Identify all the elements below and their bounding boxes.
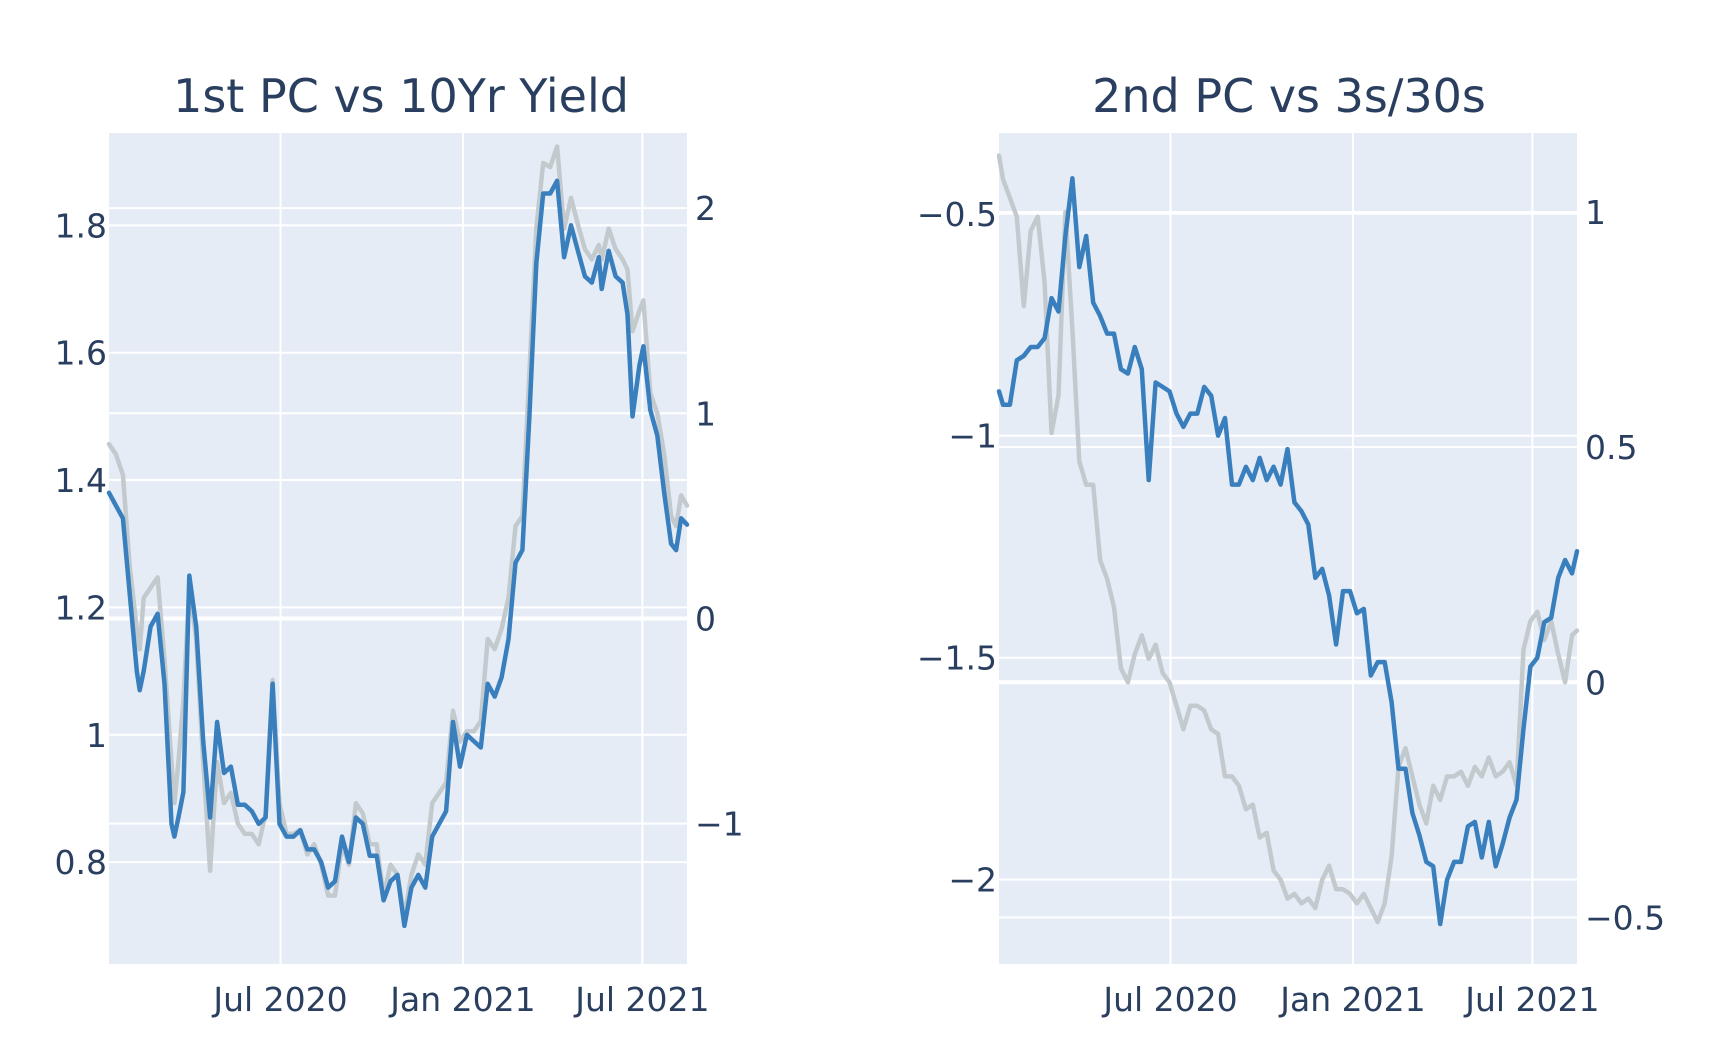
series-3s30s: [996, 153, 1580, 925]
left-y-tick-label: 1: [86, 716, 107, 755]
left-y-tick-label: −0.5: [917, 195, 997, 234]
series-line-secondary: [996, 153, 1580, 925]
left-y-tick-label: 1.6: [55, 334, 107, 373]
right-y-tick-label: 1: [1585, 193, 1606, 232]
right-y-tick-label: 0: [1585, 663, 1606, 702]
left-y-tick-label: 1.4: [55, 461, 107, 500]
left-y-gridlines: [999, 212, 1577, 881]
x-tick-label: Jan 2021: [388, 980, 535, 1019]
chart-panel-pc1: 1st PC vs 10Yr Yield 0.8 1 1.2 1.4 1.6 1.8 −1…: [55, 69, 744, 1019]
chart-panel-pc2: 2nd PC vs 3s/30s −2−1.5−1−0.5 −0.500.51 …: [917, 69, 1665, 1019]
x-tick-labels: Jul 2020 Jan 2021 Jul 2021: [211, 980, 709, 1019]
right-y-tick-label: −0.5: [1585, 898, 1665, 937]
left-y-tick-labels: 0.8 1 1.2 1.4 1.6 1.8: [55, 206, 107, 882]
x-tick-label: Jan 2021: [1278, 980, 1425, 1019]
left-y-tick-label: 1.2: [55, 588, 107, 627]
x-tick-label: Jul 2021: [573, 980, 709, 1019]
series-1st-pc: [106, 178, 690, 929]
x-tick-label: Jul 2020: [1101, 980, 1237, 1019]
x-tick-label: Jul 2021: [1463, 980, 1599, 1019]
right-y-tick-label: −1: [695, 805, 744, 844]
plot-area: [999, 133, 1577, 964]
chart-title: 2nd PC vs 3s/30s: [1092, 69, 1486, 123]
right-y-tick-label: 1: [695, 394, 716, 433]
right-y-tick-labels: −1 0 1 2: [695, 189, 744, 844]
left-y-tick-label: −2: [948, 861, 997, 900]
series-line-primary: [996, 176, 1580, 927]
left-y-gridlines: [109, 224, 687, 864]
x-tick-labels: Jul 2020 Jan 2021 Jul 2021: [1101, 980, 1599, 1019]
series-line-primary: [106, 178, 690, 929]
x-gridlines: [1169, 133, 1534, 964]
x-tick-label: Jul 2020: [211, 980, 347, 1019]
right-y-tick-label: 2: [695, 189, 716, 228]
right-y-tick-label: 0.5: [1585, 428, 1637, 467]
right-y-tick-labels: −0.5 0 0.5 1: [1585, 193, 1665, 937]
left-y-tick-label: −1.5: [917, 639, 997, 678]
chart-title: 1st PC vs 10Yr Yield: [173, 69, 629, 123]
left-y-tick-labels: −2 −1.5 −1 −0.5: [917, 195, 997, 900]
right-y-tick-label: 0: [695, 599, 716, 638]
series-2nd-pc: [996, 176, 1580, 927]
left-y-tick-label: −1: [948, 417, 997, 456]
left-y-tick-label: 1.8: [55, 206, 107, 245]
left-y-tick-label: 0.8: [55, 843, 107, 882]
